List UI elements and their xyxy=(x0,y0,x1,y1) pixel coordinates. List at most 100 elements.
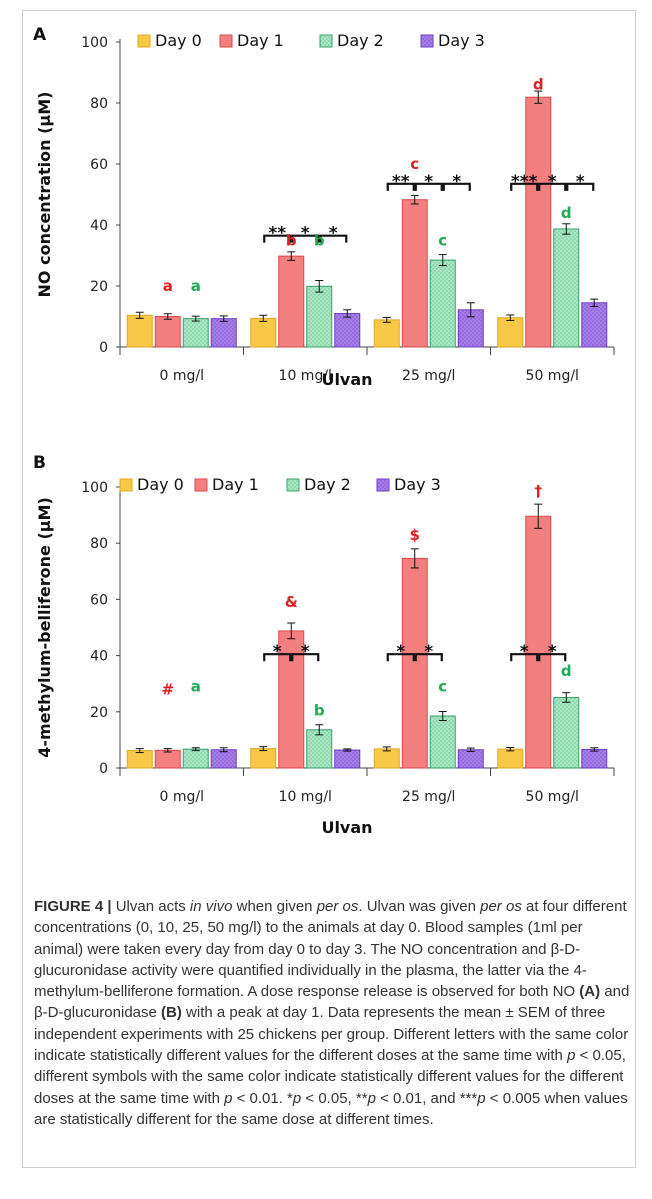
significance-label: * xyxy=(548,642,557,662)
significance-label: * xyxy=(396,642,405,662)
y-axis-title: NO concentration (µM) xyxy=(35,92,54,298)
bar xyxy=(210,318,237,348)
y-tick-label: 80 xyxy=(90,536,108,552)
significance-label: * xyxy=(424,172,433,192)
y-tick-label: 20 xyxy=(90,279,108,295)
bar xyxy=(457,749,484,769)
significance-label: ** xyxy=(392,172,410,192)
legend-swatch xyxy=(194,478,208,492)
significance-label: *** xyxy=(511,172,538,192)
bar xyxy=(334,749,361,769)
significance-bracket xyxy=(386,182,415,191)
bar xyxy=(126,314,153,348)
group-letter: d xyxy=(561,204,572,222)
significance-bracket xyxy=(538,653,567,662)
legend-swatch xyxy=(119,478,133,492)
bar xyxy=(429,715,456,769)
significance-bracket xyxy=(510,182,539,191)
significance-label: * xyxy=(301,224,310,244)
legend-label: Day 2 xyxy=(337,31,384,50)
legend-swatch xyxy=(376,478,390,492)
bar xyxy=(182,748,209,769)
caption-label: FIGURE 4 | xyxy=(34,898,112,915)
group-letter: a xyxy=(191,277,201,295)
y-axis-title: 4-methylum-belliferone (µM) xyxy=(35,497,54,758)
bar xyxy=(250,317,277,348)
legend-swatch xyxy=(319,34,333,48)
bar xyxy=(429,259,456,348)
y-tick-label: 40 xyxy=(90,218,108,234)
significance-bracket xyxy=(263,234,292,243)
bar xyxy=(553,696,580,769)
bar xyxy=(306,285,333,348)
significance-bracket xyxy=(414,182,443,191)
x-axis-title: Ulvan xyxy=(321,818,372,837)
significance-label: * xyxy=(301,642,310,662)
group-letter: a xyxy=(191,678,201,696)
figure-chart: A 0 20 40 60 80 100 0 mg/l 10 mg/l 25 mg/l 50 mg/l… xyxy=(33,25,615,837)
panel-letter: B xyxy=(33,453,46,473)
group-letter: d xyxy=(561,662,572,680)
y-tick-label: 60 xyxy=(90,592,108,608)
bar xyxy=(373,319,400,348)
significance-label: ** xyxy=(268,224,286,244)
y-tick-label: 80 xyxy=(90,96,108,112)
bar xyxy=(525,96,552,348)
chart-panel-b: B 0 20 40 60 80 100 0 mg/l 10 mg/l 25 mg/l 50 mg/l… xyxy=(33,453,615,837)
x-tick-label: 0 mg/l xyxy=(160,368,205,384)
significance-bracket xyxy=(386,653,415,662)
significance-bracket xyxy=(263,653,292,662)
legend-label: Day 1 xyxy=(212,475,259,494)
significance-label: * xyxy=(520,642,529,662)
y-tick-label: 20 xyxy=(90,705,108,721)
group-letter: b xyxy=(314,701,325,719)
y-tick-label: 0 xyxy=(99,761,108,777)
panel-letter: A xyxy=(33,25,47,45)
bar xyxy=(401,557,428,769)
bar xyxy=(250,748,277,769)
significance-bracket xyxy=(538,182,567,191)
y-tick-label: 100 xyxy=(81,480,108,496)
group-letter: & xyxy=(285,593,298,611)
bar xyxy=(497,748,524,769)
significance-bracket xyxy=(414,653,443,662)
legend-swatch xyxy=(286,478,300,492)
group-letter: b xyxy=(314,231,325,249)
significance-label: * xyxy=(424,642,433,662)
y-tick-label: 100 xyxy=(81,35,108,51)
group-letter: d xyxy=(533,76,544,94)
group-letter: # xyxy=(161,680,174,698)
bar xyxy=(154,749,181,769)
bar xyxy=(553,228,580,348)
x-tick-label: 50 mg/l xyxy=(526,368,579,384)
bar xyxy=(210,749,237,769)
bar xyxy=(581,748,608,769)
significance-label: * xyxy=(452,172,461,192)
caption-text: Ulvan acts in vivo when given per os. Ul… xyxy=(34,898,630,1128)
x-tick-label: 25 mg/l xyxy=(402,368,455,384)
significance-label: * xyxy=(329,224,338,244)
bar xyxy=(126,750,153,769)
bar xyxy=(182,318,209,348)
chart-panel-a: A 0 20 40 60 80 100 0 mg/l 10 mg/l 25 mg/l 50 mg/l… xyxy=(33,25,615,389)
significance-bracket xyxy=(442,182,471,191)
significance-bracket xyxy=(291,234,320,243)
group-letter: $ xyxy=(410,526,420,544)
x-tick-label: 10 mg/l xyxy=(279,368,332,384)
legend-label: Day 1 xyxy=(237,31,284,50)
bar xyxy=(373,748,400,769)
significance-bracket xyxy=(566,182,595,191)
group-letter: c xyxy=(438,231,447,249)
x-axis-title: Ulvan xyxy=(321,370,372,389)
x-tick-label: 0 mg/l xyxy=(160,789,205,805)
significance-bracket xyxy=(319,234,348,243)
group-letter: c xyxy=(438,678,447,696)
group-letter: a xyxy=(163,277,173,295)
legend-swatch xyxy=(420,34,434,48)
bar xyxy=(497,317,524,348)
bar xyxy=(278,255,305,348)
x-tick-label: 10 mg/l xyxy=(279,789,332,805)
significance-label: * xyxy=(576,172,585,192)
group-letter: b xyxy=(286,231,297,249)
significance-bracket xyxy=(510,653,539,662)
